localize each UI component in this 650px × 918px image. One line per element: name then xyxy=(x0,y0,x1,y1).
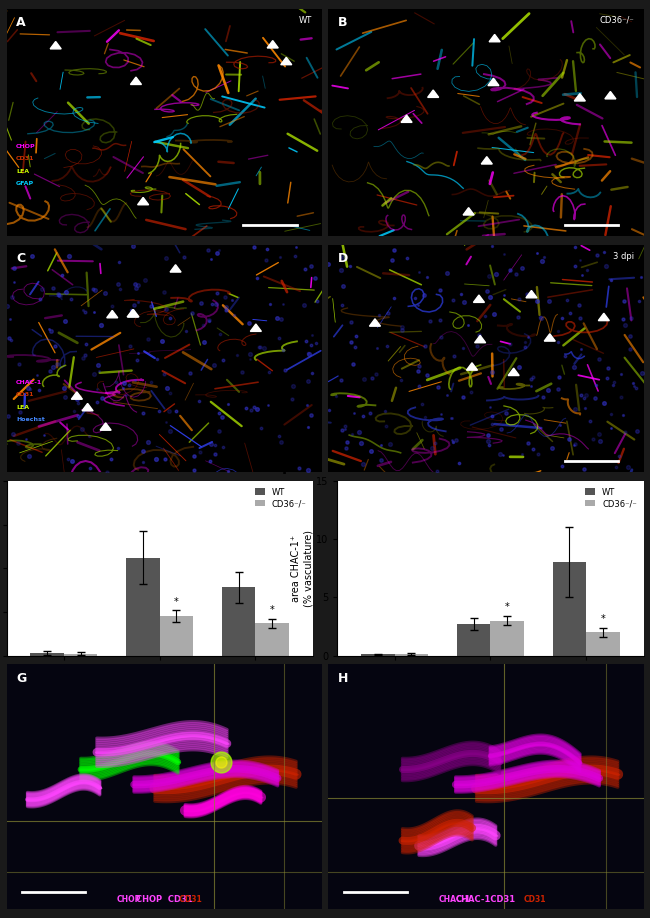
Polygon shape xyxy=(170,264,181,272)
Text: C: C xyxy=(16,252,25,264)
Text: F: F xyxy=(282,464,292,477)
Polygon shape xyxy=(575,94,586,101)
Text: CD36⁻/⁻: CD36⁻/⁻ xyxy=(599,16,634,25)
Legend: WT, CD36⁻/⁻: WT, CD36⁻/⁻ xyxy=(252,485,309,510)
Text: *: * xyxy=(601,614,605,624)
Polygon shape xyxy=(473,295,484,302)
Bar xyxy=(395,654,428,655)
Text: CHOP  CD31: CHOP CD31 xyxy=(136,895,192,904)
Polygon shape xyxy=(428,90,439,97)
Text: LEA: LEA xyxy=(16,405,29,409)
Text: A: A xyxy=(16,16,25,29)
Text: WT: WT xyxy=(299,16,313,25)
Polygon shape xyxy=(467,363,478,370)
Text: G: G xyxy=(16,672,26,685)
Text: CHOP: CHOP xyxy=(16,144,36,149)
Bar xyxy=(552,563,586,655)
Polygon shape xyxy=(369,319,380,326)
Text: Hoechst: Hoechst xyxy=(16,417,45,422)
Polygon shape xyxy=(50,41,61,49)
Polygon shape xyxy=(267,40,278,48)
Text: LEA: LEA xyxy=(16,169,29,174)
Text: 3 dpi: 3 dpi xyxy=(613,252,634,261)
Polygon shape xyxy=(605,92,616,99)
Bar xyxy=(31,653,64,655)
Polygon shape xyxy=(474,335,486,342)
Text: CHAC-1CD31: CHAC-1CD31 xyxy=(456,895,516,904)
Y-axis label: area CHAC-1⁺
(% vasculature): area CHAC-1⁺ (% vasculature) xyxy=(291,530,313,607)
Text: CHOP: CHOP xyxy=(117,895,141,904)
Text: CD31: CD31 xyxy=(16,392,34,397)
Polygon shape xyxy=(401,115,412,122)
Polygon shape xyxy=(598,313,609,320)
Text: CHAC-1: CHAC-1 xyxy=(439,895,471,904)
Bar xyxy=(457,624,490,655)
Text: D: D xyxy=(337,252,348,264)
Text: B: B xyxy=(337,16,347,29)
Bar xyxy=(160,616,193,655)
Polygon shape xyxy=(488,78,499,85)
Polygon shape xyxy=(127,309,138,317)
Polygon shape xyxy=(131,77,142,84)
Polygon shape xyxy=(489,34,500,42)
Text: *: * xyxy=(270,605,274,615)
Polygon shape xyxy=(250,324,261,331)
Polygon shape xyxy=(508,368,519,375)
Polygon shape xyxy=(138,197,149,205)
Polygon shape xyxy=(281,57,292,64)
Bar xyxy=(222,588,255,655)
Polygon shape xyxy=(72,392,83,399)
Bar xyxy=(586,633,619,655)
Polygon shape xyxy=(82,403,93,410)
Polygon shape xyxy=(526,290,537,297)
Polygon shape xyxy=(463,207,474,215)
Text: CD31: CD31 xyxy=(16,156,34,162)
Legend: WT, CD36⁻/⁻: WT, CD36⁻/⁻ xyxy=(583,485,640,510)
Bar xyxy=(255,623,289,655)
Bar xyxy=(490,621,524,655)
Bar xyxy=(126,558,160,655)
Polygon shape xyxy=(128,309,139,317)
Text: CD31: CD31 xyxy=(174,895,202,904)
Text: CD31: CD31 xyxy=(524,895,546,904)
Text: GFAP: GFAP xyxy=(16,182,34,186)
Text: H: H xyxy=(337,672,348,685)
Text: *: * xyxy=(505,602,510,612)
Bar xyxy=(64,654,98,655)
Text: *: * xyxy=(174,597,179,607)
Polygon shape xyxy=(544,334,555,341)
Polygon shape xyxy=(100,423,111,431)
Polygon shape xyxy=(107,310,118,318)
Text: CHAC-1: CHAC-1 xyxy=(16,380,42,385)
Polygon shape xyxy=(481,157,492,164)
